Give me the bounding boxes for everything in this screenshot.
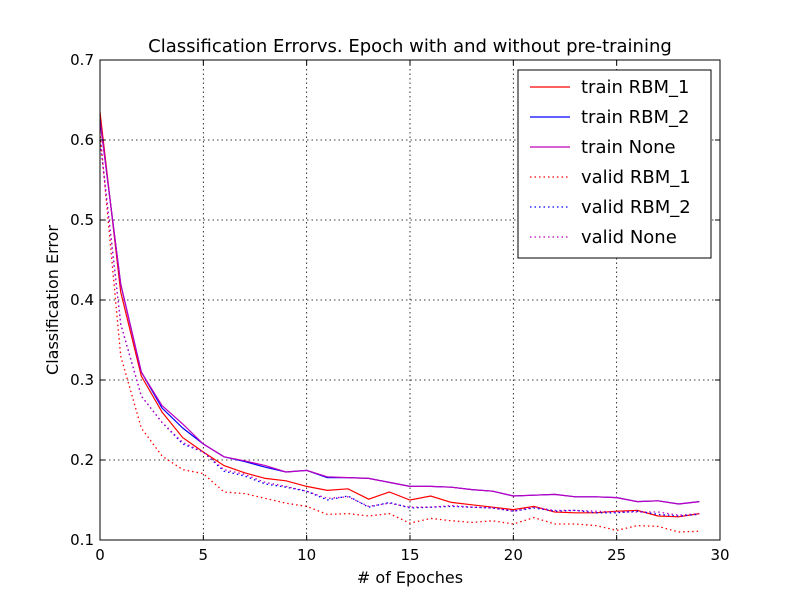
y-tick-label: 0.6: [70, 131, 94, 149]
x-tick-label: 10: [297, 546, 316, 564]
axis-ticks: 0 5 10 15 20 25 30 0.1 0.2 0.3 0.4 0.5 0.6 0.7: [70, 51, 729, 564]
legend-label: valid RBM_2: [581, 197, 691, 218]
legend-box: [517, 69, 712, 259]
y-tick-label: 0.1: [70, 531, 94, 549]
legend-label: valid RBM_1: [581, 167, 691, 188]
x-tick-label: 5: [199, 546, 209, 564]
y-tick-label: 0.2: [70, 451, 94, 469]
x-axis-label: # of Epoches: [357, 568, 463, 587]
legend-label: valid None: [581, 227, 677, 248]
series-line-train-rbm-1: [99, 111, 700, 518]
series-group: [99, 111, 700, 533]
y-tick-label: 0.7: [70, 51, 94, 69]
x-tick-label: 20: [504, 546, 523, 564]
grid: [100, 60, 720, 540]
y-tick-label: 0.5: [70, 211, 94, 229]
series-line-valid-rbm-1: [99, 131, 700, 533]
series-line-train-none: [99, 119, 700, 505]
chart-title: Classification Errorvs. Epoch with and w…: [148, 36, 672, 57]
x-tick-label: 0: [95, 546, 105, 564]
legend-label: train RBM_2: [581, 107, 689, 128]
legend-label: train RBM_1: [581, 77, 689, 98]
y-axis-label: Classification Error: [43, 225, 62, 375]
x-tick-label: 15: [400, 546, 419, 564]
legend-label: train None: [581, 137, 676, 158]
series-line-valid-none: [99, 139, 700, 516]
y-tick-label: 0.4: [70, 291, 94, 309]
x-tick-label: 25: [607, 546, 626, 564]
y-tick-label: 0.3: [70, 371, 94, 389]
x-tick-label: 30: [710, 546, 729, 564]
